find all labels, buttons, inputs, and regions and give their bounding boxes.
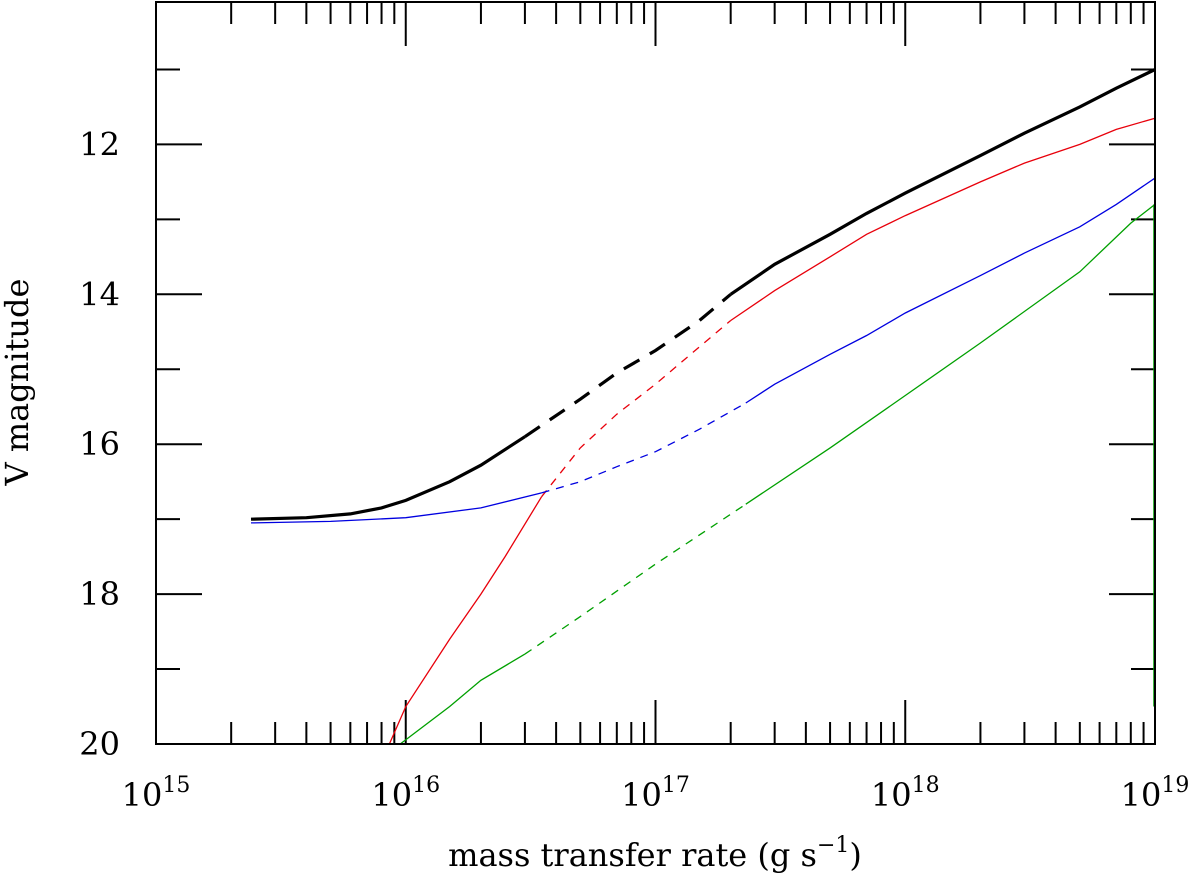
series-2-segment-solid <box>745 177 1156 404</box>
axis-ticks <box>155 2 1156 745</box>
series-1-segment-solid <box>388 496 543 745</box>
x-tick-label: 1016 <box>371 773 440 814</box>
y-tick-label: 14 <box>79 275 120 313</box>
x-tick-labels: 1015 1016 1017 1018 1019 <box>122 773 1190 814</box>
y-tick-label: 20 <box>79 725 120 763</box>
series-2-segment-dashed <box>541 402 747 494</box>
series-layer <box>250 68 1156 745</box>
series-1-segment-dashed <box>541 320 732 498</box>
series-1-segment-solid <box>730 117 1156 322</box>
y-tick-label: 18 <box>79 575 120 613</box>
x-tick-label: 1019 <box>1121 773 1190 814</box>
plot-frame <box>155 1 1156 745</box>
series-0-segment-dashed <box>524 293 732 439</box>
x-tick-label: 1015 <box>122 773 191 814</box>
y-tick-label: 12 <box>79 125 120 163</box>
x-tick-label: 1018 <box>871 773 940 814</box>
y-axis-label: V magnitude <box>0 279 36 487</box>
series-3-segment-solid <box>399 653 526 745</box>
series-3-segment-solid <box>745 203 1156 505</box>
series-2-segment-solid <box>250 492 542 524</box>
y-tick-labels: 12 14 16 18 20 <box>79 125 120 763</box>
x-axis-label: mass transfer rate (g s−1) <box>448 833 862 874</box>
series-0-segment-solid <box>729 68 1156 296</box>
x-tick-label: 1017 <box>621 773 690 814</box>
series-3-segment-dashed <box>524 503 747 655</box>
y-tick-label: 16 <box>79 425 120 463</box>
series-0-segment-solid <box>250 435 526 521</box>
